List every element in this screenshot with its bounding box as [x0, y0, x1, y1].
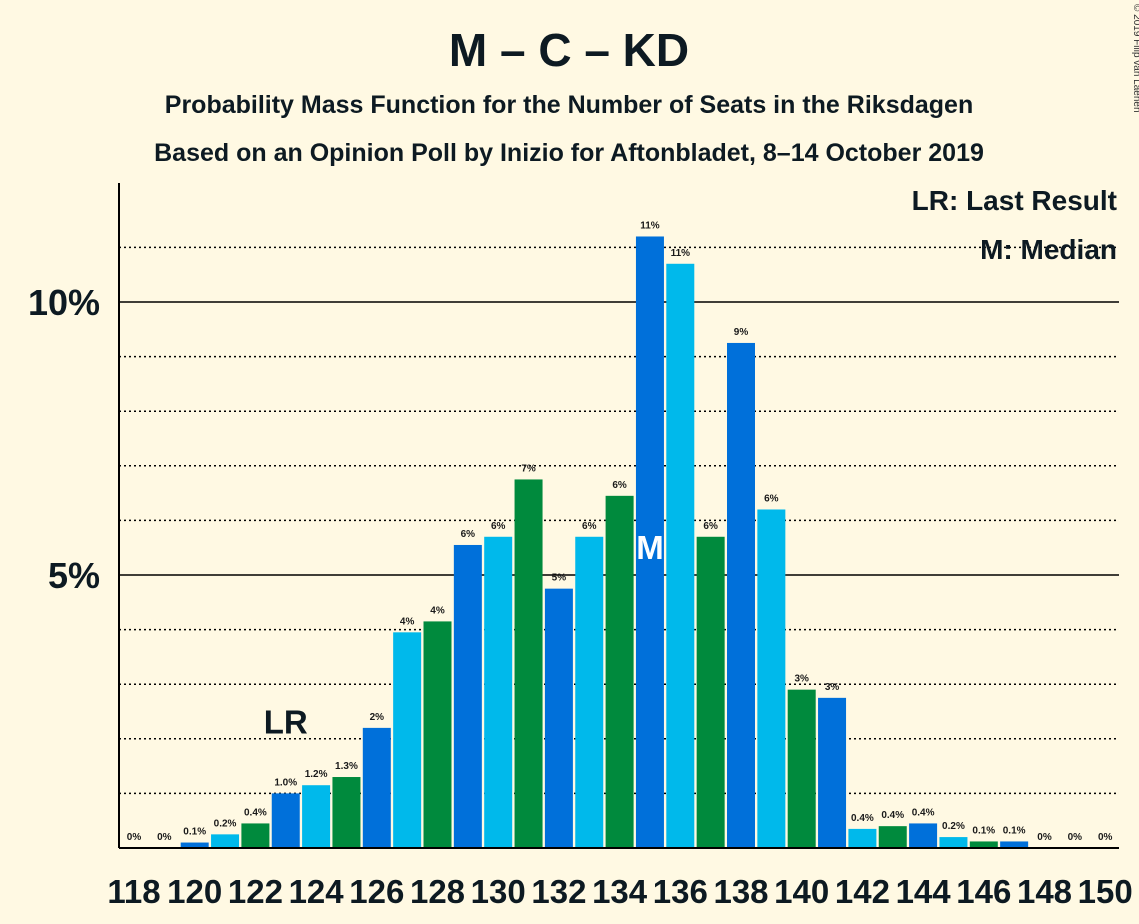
bars — [180, 236, 1029, 849]
bar-seat-137 — [696, 536, 725, 848]
data-label-seat-143: 0.4% — [881, 810, 904, 821]
x-tick-label: 140 — [774, 873, 829, 910]
bar-seat-124 — [302, 785, 331, 848]
bar-seat-147 — [1000, 841, 1029, 848]
bar-seat-127 — [393, 632, 422, 848]
data-label-seat-127: 4% — [400, 616, 415, 627]
bar-seat-130 — [484, 536, 513, 848]
bar-seat-135 — [635, 236, 664, 849]
x-tick-label: 134 — [592, 873, 648, 910]
bar-seat-143 — [878, 826, 907, 848]
data-label-seat-128: 4% — [430, 605, 445, 616]
median-marker: M — [636, 529, 664, 566]
data-label-seat-131: 7% — [521, 463, 536, 474]
x-tick-label: 136 — [653, 873, 708, 910]
data-label-seat-122: 0.4% — [244, 807, 267, 818]
data-label-seat-142: 0.4% — [851, 813, 874, 824]
x-tick-label: 146 — [956, 873, 1011, 910]
data-label-seat-138: 9% — [734, 327, 749, 338]
x-tick-label: 130 — [471, 873, 526, 910]
x-tick-label: 142 — [835, 873, 890, 910]
data-label-seat-144: 0.4% — [912, 807, 935, 818]
x-tick-label: 122 — [228, 873, 283, 910]
x-tick-label: 148 — [1017, 873, 1072, 910]
bar-seat-122 — [241, 823, 270, 848]
data-label-seat-118: 0% — [127, 832, 142, 843]
data-label-seat-141: 3% — [825, 682, 840, 693]
bar-seat-129 — [453, 544, 482, 848]
x-tick-label: 126 — [349, 873, 404, 910]
bar-seat-140 — [787, 689, 816, 848]
bar-seat-126 — [362, 727, 391, 848]
y-tick-label: 10% — [28, 282, 100, 323]
data-label-seat-134: 6% — [612, 480, 627, 491]
bar-seat-136 — [666, 263, 695, 848]
bar-seat-138 — [727, 342, 755, 848]
data-label-seat-126: 2% — [370, 712, 385, 723]
data-label-seat-148: 0% — [1037, 832, 1052, 843]
data-label-seat-140: 3% — [794, 674, 809, 685]
x-tick-label: 128 — [410, 873, 465, 910]
bar-seat-133 — [575, 536, 604, 848]
data-label-seat-133: 6% — [582, 521, 597, 532]
data-label-seat-137: 6% — [703, 521, 718, 532]
data-label-seat-139: 6% — [764, 493, 779, 504]
bar-seat-144 — [909, 823, 938, 848]
data-label-seat-149: 0% — [1068, 832, 1083, 843]
bar-seat-131 — [514, 479, 543, 848]
chart-subtitle-2: Based on an Opinion Poll by Inizio for A… — [154, 139, 984, 167]
x-tick-label: 138 — [713, 873, 768, 910]
legend-last-result: LR: Last Result — [912, 185, 1117, 216]
last-result-marker: LR — [264, 703, 308, 740]
data-label-seat-147: 0.1% — [1003, 825, 1026, 836]
data-label-seat-135: 11% — [640, 220, 660, 231]
data-label-seat-120: 0.1% — [183, 827, 206, 838]
data-label-seat-130: 6% — [491, 521, 506, 532]
bar-seat-125 — [332, 777, 361, 848]
data-label-seat-129: 6% — [461, 529, 476, 540]
y-tick-label: 5% — [48, 555, 100, 596]
bar-seat-120 — [180, 842, 209, 848]
bar-seat-142 — [848, 828, 877, 848]
data-label-seat-119: 0% — [157, 832, 172, 843]
x-tick-label: 118 — [107, 873, 160, 910]
bar-seat-134 — [605, 495, 634, 848]
copyright-text: © 2019 Filip van Laenen — [1131, 4, 1139, 113]
data-label-seat-123: 1.0% — [274, 777, 297, 788]
x-tick-label: 120 — [167, 873, 222, 910]
bar-seat-141 — [818, 697, 847, 848]
bar-seat-145 — [939, 837, 968, 848]
axes: 5%10%118 120 122 124 126 128 130 132 134 136 138 14… — [28, 183, 1133, 910]
data-label-seat-121: 0.2% — [214, 818, 237, 829]
bar-seat-123 — [271, 793, 300, 848]
chart-subtitle-1: Probability Mass Function for the Number… — [165, 91, 973, 119]
data-label-seat-150: 0% — [1098, 832, 1113, 843]
x-tick-label: 124 — [289, 873, 345, 910]
data-label-seat-132: 5% — [552, 573, 567, 584]
x-tick-label: 144 — [896, 873, 952, 910]
x-tick-label: 150 — [1078, 873, 1133, 910]
bar-seat-128 — [423, 621, 452, 848]
bar-seat-132 — [544, 588, 573, 848]
data-label-seat-125: 1.3% — [335, 761, 358, 772]
data-label-seat-124: 1.2% — [305, 769, 328, 780]
bar-seat-139 — [757, 509, 786, 848]
data-label-seat-136: 11% — [671, 248, 691, 259]
bar-seat-146 — [969, 841, 998, 848]
data-label-seat-146: 0.1% — [972, 825, 995, 836]
data-labels: 0% 0% 0.1% 0.2% 0.4% 1.0% 1.2% 1.3% 2% 4% 4% 6% 6% 7%… — [127, 220, 1113, 843]
data-label-seat-145: 0.2% — [942, 821, 965, 832]
bar-seat-121 — [211, 834, 240, 848]
x-tick-label: 132 — [531, 873, 586, 910]
chart-title: M – C – KD — [449, 24, 689, 76]
legend-median: M: Median — [980, 234, 1117, 265]
